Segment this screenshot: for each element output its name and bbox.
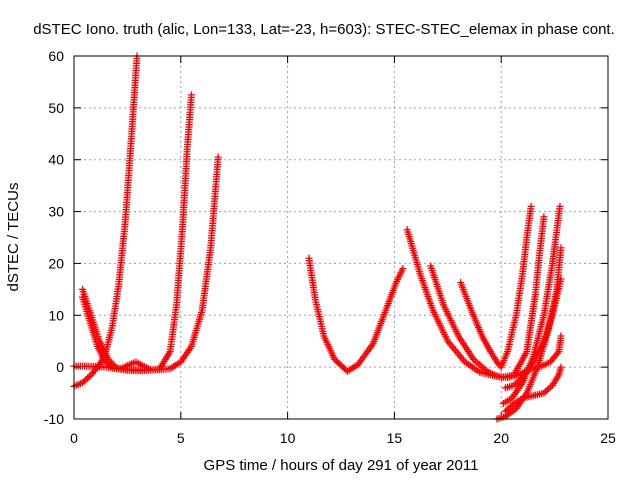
plot-frame xyxy=(73,55,609,420)
y-tick-label: 60 xyxy=(48,48,64,64)
series-arc-d xyxy=(79,293,155,374)
x-tick-label: 0 xyxy=(70,430,78,446)
y-tick-label: 10 xyxy=(48,307,64,323)
data-series xyxy=(70,52,565,423)
series-arc-h xyxy=(457,202,535,371)
x-tick-label: 10 xyxy=(280,430,296,446)
series-arc-k xyxy=(501,275,565,392)
data-point-marker xyxy=(543,386,551,394)
series-arc-g xyxy=(427,213,548,382)
data-point-marker xyxy=(557,275,565,283)
data-point-marker xyxy=(214,153,222,161)
data-point-marker xyxy=(557,332,565,340)
series-arc-l xyxy=(501,363,565,415)
y-tick-label: 50 xyxy=(48,100,64,116)
y-tick-label: 20 xyxy=(48,255,64,271)
data-point-marker xyxy=(399,265,407,273)
y-tick-label: -10 xyxy=(44,411,64,427)
data-point-marker xyxy=(82,376,90,384)
data-point-marker xyxy=(556,202,564,210)
chart-title: dSTEC Iono. truth (alic, Lon=133, Lat=-2… xyxy=(33,21,615,38)
series-arc-e xyxy=(305,254,407,375)
y-tick-label: 30 xyxy=(48,204,64,220)
data-point-marker xyxy=(527,202,535,210)
series-arc-a xyxy=(70,52,141,390)
data-point-marker xyxy=(187,91,195,99)
y-tick-label: 0 xyxy=(56,359,64,375)
series-arc-j xyxy=(499,202,564,407)
x-tick-label: 25 xyxy=(600,430,616,446)
y-axis-label: dSTEC / TECUs xyxy=(5,183,22,292)
data-point-marker xyxy=(84,374,92,382)
x-tick-label: 20 xyxy=(493,430,509,446)
data-point-marker xyxy=(147,366,155,374)
data-point-marker xyxy=(557,363,565,371)
x-tick-label: 15 xyxy=(387,430,403,446)
x-tick-label: 5 xyxy=(177,430,185,446)
series-arc-c xyxy=(79,153,222,374)
data-point-marker xyxy=(540,213,548,221)
x-axis-label: GPS time / hours of day 291 of year 2011 xyxy=(204,457,479,474)
data-point-marker xyxy=(545,384,553,392)
data-point-marker xyxy=(557,244,565,252)
y-tick-label: 40 xyxy=(48,152,64,168)
data-point-marker xyxy=(85,372,93,380)
